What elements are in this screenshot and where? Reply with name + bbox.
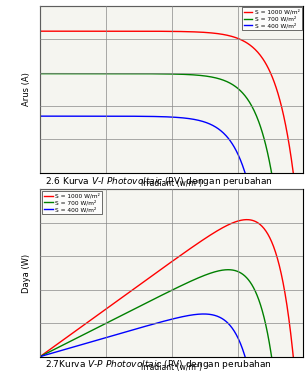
- S = 400 W/m²: [120, 331, 123, 335]
- Legend: S = 1000 W/m², S = 700 W/m², S = 400 W/m²: S = 1000 W/m², S = 700 W/m², S = 400 W/m…: [42, 191, 102, 214]
- S = 400 W/m²: [186, 116, 190, 121]
- Text: Irradiant (w/m²): Irradiant (w/m²): [141, 180, 202, 188]
- Line: S = 400 W/m²: S = 400 W/m²: [40, 314, 245, 357]
- S = 400 W/m²: [187, 116, 191, 121]
- Text: Irradiant (w/m²): Irradiant (w/m²): [141, 363, 202, 372]
- S = 700 W/m²: [206, 272, 210, 276]
- S = 700 W/m²: [184, 72, 188, 77]
- S = 400 W/m²: [63, 114, 67, 118]
- S = 400 W/m²: [105, 335, 109, 340]
- Y-axis label: Daya (W): Daya (W): [22, 254, 31, 293]
- Text: 2.6 Kurva $\mathit{V}$-$\mathit{I}$ $\mathit{Photovoltaic}$ (PV) dengan perubaha: 2.6 Kurva $\mathit{V}$-$\mathit{I}$ $\ma…: [45, 175, 273, 188]
- S = 1000 W/m²: [197, 30, 201, 34]
- S = 700 W/m²: [66, 71, 70, 76]
- S = 1000 W/m²: [245, 218, 249, 222]
- Line: S = 1000 W/m²: S = 1000 W/m²: [40, 220, 293, 357]
- S = 400 W/m²: [167, 318, 171, 322]
- S = 700 W/m²: [205, 272, 209, 277]
- S = 700 W/m²: [38, 354, 42, 359]
- S = 400 W/m²: [187, 313, 191, 318]
- Legend: S = 1000 W/m², S = 700 W/m², S = 400 W/m²: S = 1000 W/m², S = 700 W/m², S = 400 W/m…: [241, 8, 302, 30]
- Line: S = 700 W/m²: S = 700 W/m²: [40, 74, 272, 173]
- S = 1000 W/m²: [121, 29, 124, 33]
- S = 400 W/m²: [186, 313, 190, 318]
- S = 1000 W/m²: [197, 240, 201, 244]
- S = 700 W/m²: [114, 316, 117, 321]
- S = 1000 W/m²: [69, 29, 72, 33]
- S = 1000 W/m²: [139, 29, 142, 33]
- S = 700 W/m²: [205, 74, 209, 78]
- S = 1000 W/m²: [139, 282, 142, 287]
- S = 400 W/m²: [243, 354, 247, 359]
- S = 400 W/m²: [167, 115, 171, 119]
- S = 1000 W/m²: [291, 171, 295, 175]
- S = 700 W/m²: [206, 74, 210, 79]
- Line: S = 700 W/m²: S = 700 W/m²: [40, 270, 272, 357]
- S = 1000 W/m²: [69, 332, 72, 337]
- S = 400 W/m²: [38, 354, 42, 359]
- S = 700 W/m²: [38, 71, 42, 76]
- S = 1000 W/m²: [221, 226, 225, 230]
- S = 400 W/m²: [201, 312, 205, 316]
- Y-axis label: Arus (A): Arus (A): [22, 72, 31, 106]
- S = 700 W/m²: [270, 354, 274, 359]
- S = 400 W/m²: [243, 171, 247, 175]
- Line: S = 1000 W/m²: S = 1000 W/m²: [40, 31, 293, 173]
- S = 1000 W/m²: [222, 32, 226, 37]
- S = 400 W/m²: [105, 114, 109, 119]
- S = 700 W/m²: [130, 308, 134, 313]
- S = 700 W/m²: [130, 71, 134, 76]
- S = 1000 W/m²: [291, 354, 295, 359]
- S = 1000 W/m²: [221, 32, 225, 37]
- S = 700 W/m²: [270, 171, 274, 175]
- S = 400 W/m²: [120, 114, 123, 119]
- S = 400 W/m²: [38, 114, 42, 118]
- Line: S = 400 W/m²: S = 400 W/m²: [40, 116, 245, 173]
- S = 700 W/m²: [226, 268, 230, 272]
- S = 700 W/m²: [184, 281, 188, 286]
- S = 700 W/m²: [114, 71, 117, 76]
- Text: 2.7Kurva $\mathit{V}$-$\mathit{P}$ $\mathit{Photovoltaic}$ (PV) dengan perubahan: 2.7Kurva $\mathit{V}$-$\mathit{P}$ $\mat…: [45, 359, 272, 371]
- S = 1000 W/m²: [38, 354, 42, 359]
- S = 1000 W/m²: [222, 225, 226, 229]
- S = 1000 W/m²: [38, 29, 42, 33]
- S = 700 W/m²: [66, 340, 70, 345]
- S = 1000 W/m²: [121, 295, 124, 299]
- S = 400 W/m²: [63, 347, 67, 352]
